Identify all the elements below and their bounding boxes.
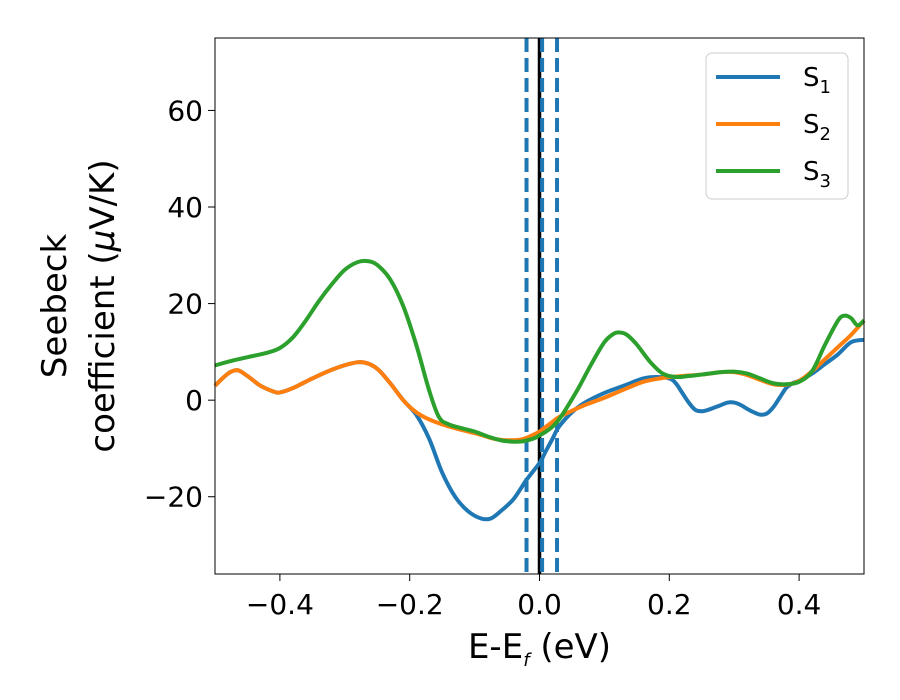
x-axis-title: E-Ef (eV) (468, 627, 611, 671)
x-tick-label: −0.4 (246, 588, 314, 621)
svg-text:Seebeck: Seebeck (35, 234, 75, 379)
legend: S1 S2 S3 (705, 52, 849, 200)
y-tick-label: 60 (167, 94, 203, 127)
legend-label-s2: S2 (803, 110, 831, 145)
series-layer (213, 258, 866, 522)
x-tick-label: 0.2 (647, 588, 692, 621)
x-axis: −0.4 −0.2 0.0 0.2 0.4 (246, 574, 821, 621)
svg-text:coefficient (μV/K): coefficient (μV/K) (83, 159, 123, 452)
y-tick-label: 0 (185, 384, 203, 417)
y-axis-title: Seebeck coefficient (μV/K) (35, 159, 123, 452)
y-tick-label: 20 (167, 288, 203, 321)
legend-label-s1: S1 (803, 63, 831, 98)
x-tick-label: 0.0 (517, 588, 562, 621)
y-tick-label: 40 (167, 191, 203, 224)
reference-lines (524, 38, 560, 574)
y-axis: −20 0 20 40 60 (144, 94, 215, 514)
series-line-s3 (214, 258, 866, 444)
legend-label-s3: S3 (803, 157, 831, 192)
x-tick-label: 0.4 (777, 588, 822, 621)
x-tick-label: −0.2 (376, 588, 444, 621)
y-tick-label: −20 (144, 481, 203, 514)
